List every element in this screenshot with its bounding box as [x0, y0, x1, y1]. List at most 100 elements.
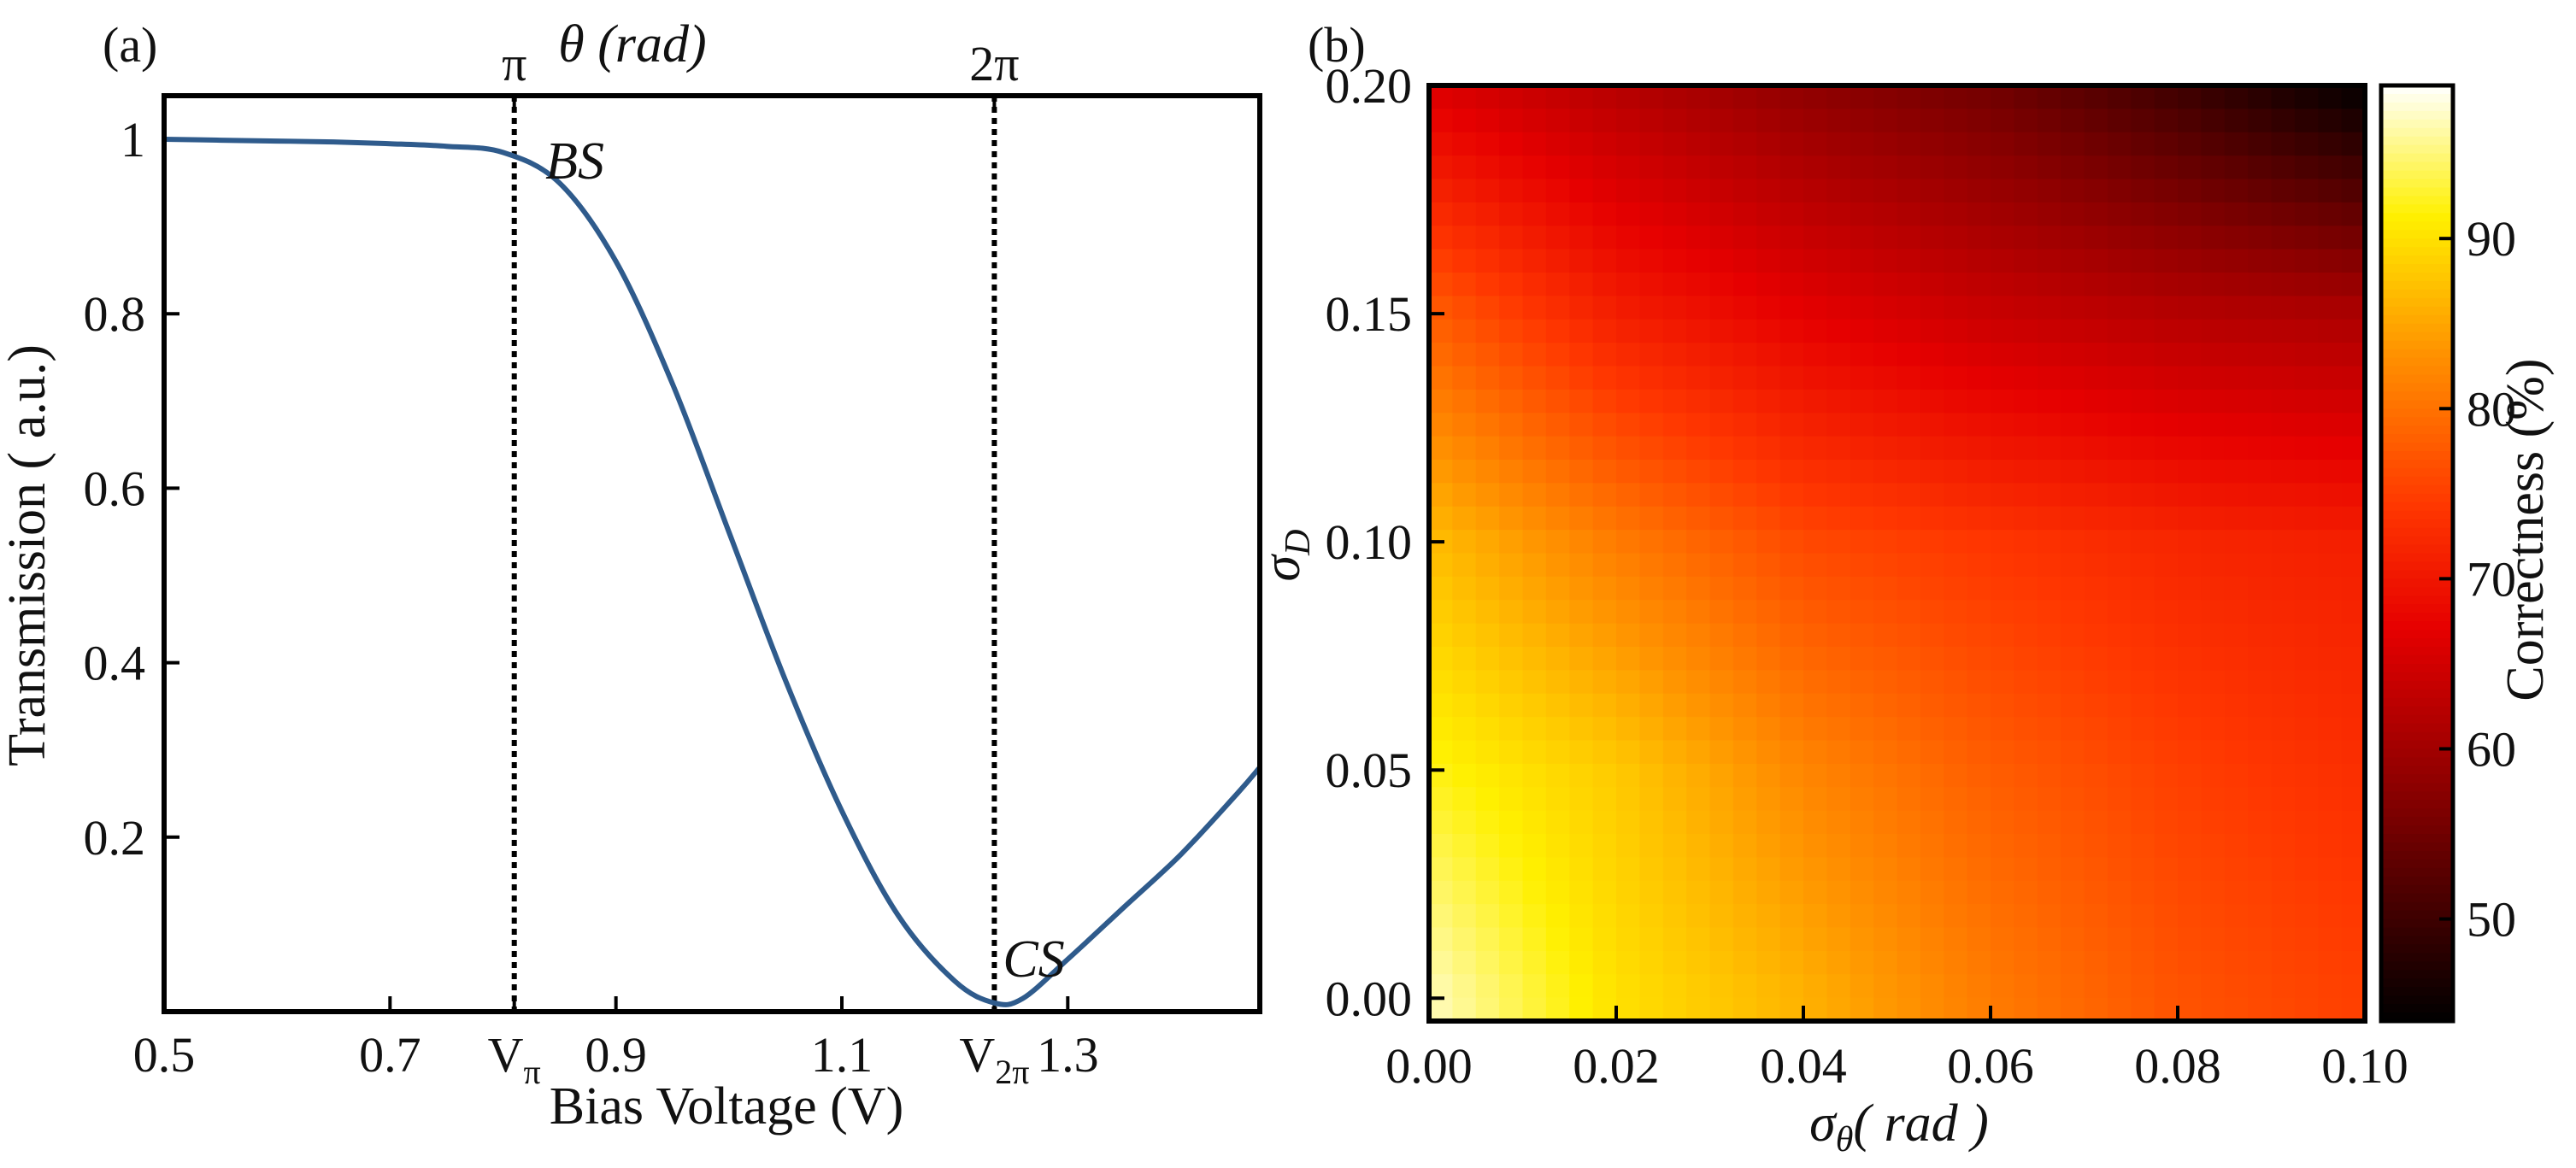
- heatmap-cell: [1920, 319, 1945, 343]
- heatmap-cell: [2224, 366, 2249, 390]
- heatmap-cell: [1522, 530, 1547, 555]
- heatmap-cell: [1944, 179, 1968, 203]
- heatmap-cell: [1569, 857, 1594, 882]
- heatmap-cell: [1920, 623, 1945, 648]
- heatmap-cell: [2201, 132, 2226, 156]
- heatmap-cell: [1452, 974, 1477, 999]
- heatmap-cell: [1662, 763, 1687, 789]
- heatmap-cell: [2318, 927, 2343, 952]
- heatmap-cell: [1826, 156, 1851, 180]
- heatmap-cell: [1779, 179, 1804, 203]
- heatmap-cell: [1592, 717, 1617, 742]
- heatmap-cell: [2014, 740, 2038, 765]
- heatmap-cell: [1873, 763, 1898, 789]
- heatmap-cell: [2131, 436, 2155, 461]
- heatmap-cell: [1967, 506, 1991, 531]
- heatmap-cell: [1850, 670, 1874, 695]
- heatmap-cell: [2154, 740, 2179, 765]
- heatmap-cell: [2224, 156, 2249, 180]
- heatmap-cell: [1662, 717, 1687, 742]
- heatmap-cell: [2178, 974, 2203, 999]
- heatmap-cell: [2061, 623, 2085, 648]
- heatmap-cell: [1569, 717, 1594, 742]
- heatmap-cell: [2061, 530, 2085, 555]
- heatmap-cell: [1452, 109, 1477, 133]
- colorbar-segment: [2381, 901, 2453, 912]
- heatmap-cell: [1429, 880, 1454, 905]
- heatmap-cell: [2014, 179, 2038, 203]
- heatmap-cell: [2037, 904, 2061, 929]
- heatmap-cell: [1545, 530, 1571, 555]
- heatmap-cell: [1662, 600, 1687, 625]
- heatmap-cell: [1897, 623, 1921, 648]
- heatmap-cell: [1897, 132, 1921, 156]
- heatmap-cell: [2178, 670, 2203, 695]
- heatmap-cell: [1991, 506, 2015, 531]
- heatmap-cell: [1944, 249, 1968, 273]
- heatmap-cell: [2201, 670, 2226, 695]
- heatmap-cell: [2201, 249, 2226, 273]
- heatmap-cell: [1803, 950, 1828, 976]
- heatmap-cell: [1991, 202, 2015, 227]
- heatmap-cell: [1616, 810, 1641, 835]
- heatmap-cell: [1452, 576, 1477, 602]
- heatmap-cell: [1569, 880, 1594, 905]
- heatmap-cell: [2294, 600, 2320, 625]
- heatmap-cell: [1873, 132, 1898, 156]
- heatmap-cell: [1803, 880, 1828, 905]
- heatmap-cell: [1779, 623, 1804, 648]
- heatmap-cell: [1944, 623, 1968, 648]
- heatmap-cell: [1991, 249, 2015, 273]
- heatmap-cell: [2061, 249, 2085, 273]
- heatmap-cell: [1592, 506, 1617, 531]
- heatmap-cell: [1709, 530, 1734, 555]
- colorbar-segment: [2381, 578, 2453, 589]
- heatmap-cell: [1475, 366, 1500, 390]
- heatmap-cell: [1897, 553, 1921, 578]
- heatmap-cell: [1779, 506, 1804, 531]
- heatmap-cell: [2037, 857, 2061, 882]
- heatmap-cell: [1732, 623, 1758, 648]
- heatmap-cell: [1545, 576, 1571, 602]
- heatmap-cell: [1499, 553, 1524, 578]
- heatmap-cell: [2224, 693, 2249, 718]
- heatmap-cell: [1475, 226, 1500, 250]
- heatmap-cell: [2341, 389, 2366, 414]
- heatmap-cell: [2061, 974, 2085, 999]
- heatmap-cell: [1475, 717, 1500, 742]
- heatmap-cell: [2131, 950, 2155, 976]
- heatmap-cell: [2341, 647, 2366, 672]
- heatmap-cell: [2037, 997, 2061, 1022]
- heatmap-cell: [2201, 740, 2226, 765]
- heatmap-cell: [1545, 483, 1571, 508]
- colorbar-segment: [2381, 638, 2453, 648]
- heatmap-cell: [1475, 950, 1500, 976]
- heatmap-cell: [2131, 202, 2155, 227]
- heatmap-cell: [1920, 109, 1945, 133]
- heatmap-cell: [1873, 530, 1898, 555]
- heatmap-cell: [1686, 623, 1711, 648]
- heatmap-cell: [1545, 389, 1571, 414]
- heatmap-cell: [1967, 834, 1991, 859]
- heatmap-cell: [1944, 717, 1968, 742]
- heatmap-cell: [1826, 179, 1851, 203]
- heatmap-cell: [2318, 670, 2343, 695]
- heatmap-cell: [1475, 857, 1500, 882]
- heatmap-cell: [1686, 179, 1711, 203]
- colorbar-segment: [2381, 987, 2453, 996]
- heatmap-cell: [2271, 460, 2296, 484]
- heatmap-cell: [2271, 600, 2296, 625]
- heatmap-cell: [2318, 226, 2343, 250]
- heatmap-cell: [1756, 413, 1781, 437]
- colorbar-segment: [2381, 544, 2453, 555]
- heatmap-cell: [1522, 109, 1547, 133]
- heatmap-cell: [1967, 553, 1991, 578]
- colorbar-label: Correctness (%): [2497, 358, 2555, 701]
- heatmap-cell: [1850, 904, 1874, 929]
- heatmap-cell: [1873, 904, 1898, 929]
- heatmap-cell: [1475, 974, 1500, 999]
- colorbar-segment: [2381, 757, 2453, 767]
- heatmap-cell: [2084, 366, 2108, 390]
- heatmap-cell: [1920, 857, 1945, 882]
- panel-a-x-tick-label: 1.1: [811, 1027, 873, 1083]
